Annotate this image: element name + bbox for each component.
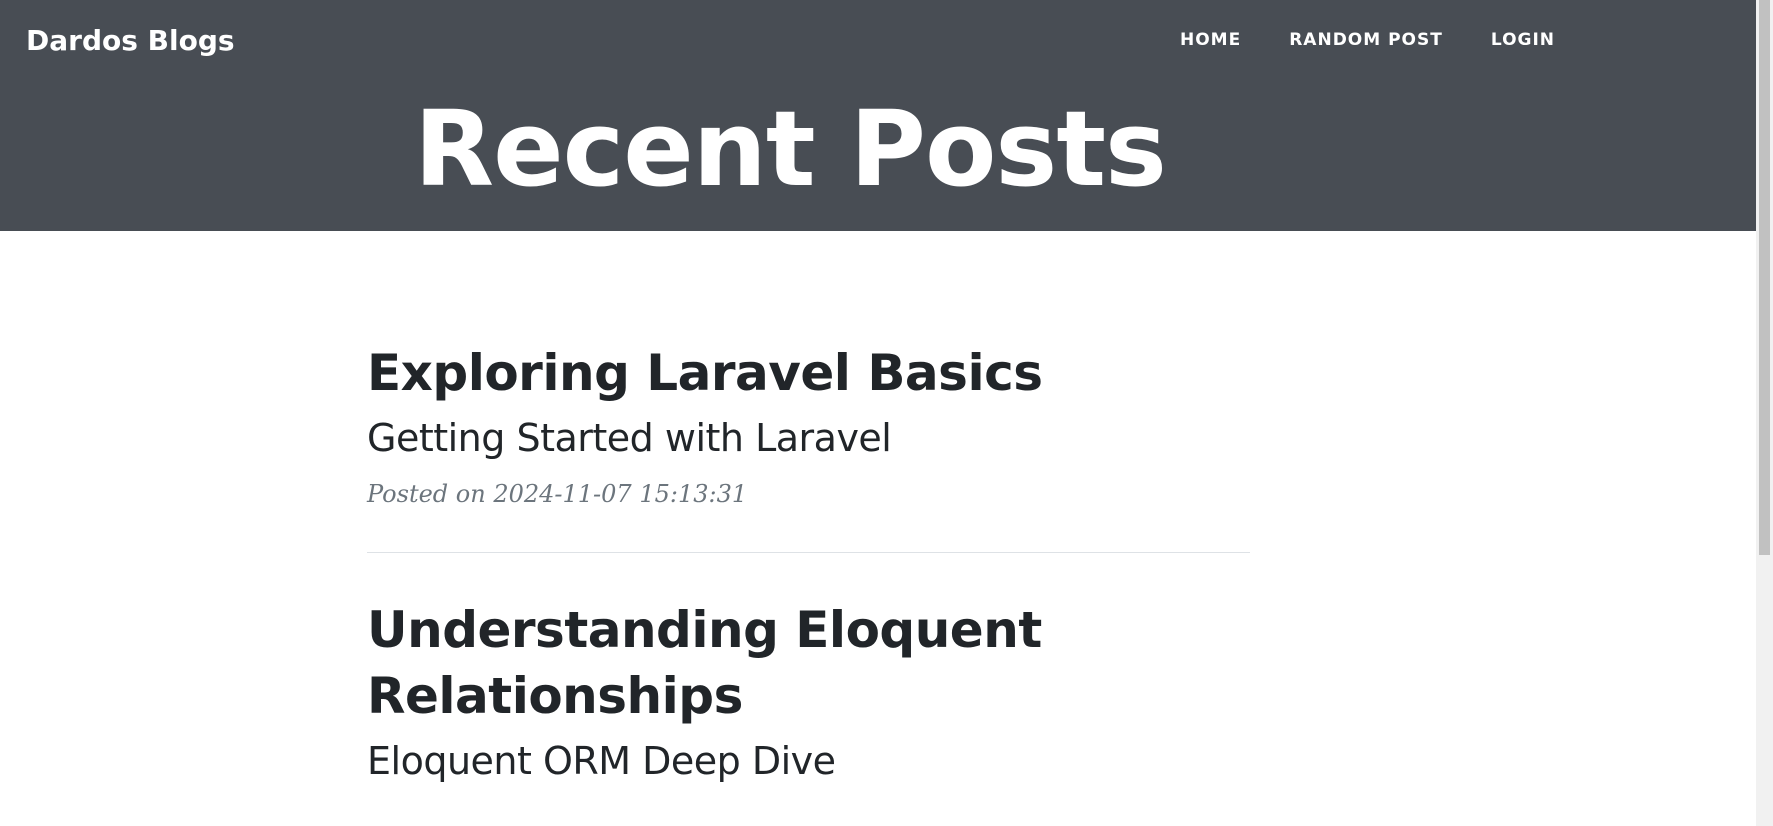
vertical-scrollbar[interactable] bbox=[1756, 0, 1773, 826]
post-meta: Posted on 2024-11-07 15:13:31 bbox=[367, 480, 748, 508]
post-list: Exploring Laravel Basics Getting Started… bbox=[367, 340, 1250, 787]
post-subtitle[interactable]: Getting Started with Laravel bbox=[367, 416, 892, 460]
post-subtitle[interactable]: Eloquent ORM Deep Dive bbox=[367, 739, 836, 783]
brand-link[interactable]: Dardos Blogs bbox=[26, 24, 235, 57]
nav-home-link[interactable]: HOME bbox=[1180, 30, 1242, 50]
page-title: Recent Posts bbox=[414, 88, 1167, 210]
nav-login-link[interactable]: LOGIN bbox=[1490, 30, 1556, 50]
post-title[interactable]: Understanding Eloquent Relationships bbox=[367, 601, 1042, 725]
post-title[interactable]: Exploring Laravel Basics bbox=[367, 344, 1043, 402]
post-preview[interactable]: Understanding Eloquent Relationships Elo… bbox=[367, 597, 1250, 787]
post-divider bbox=[367, 552, 1250, 553]
masthead: Dardos Blogs HOME RANDOM POST LOGIN Rece… bbox=[0, 0, 1756, 231]
scrollbar-thumb[interactable] bbox=[1759, 0, 1770, 555]
nav-random-post-link[interactable]: RANDOM POST bbox=[1289, 30, 1443, 50]
main-nav: HOME RANDOM POST LOGIN bbox=[1180, 28, 1603, 52]
post-preview[interactable]: Exploring Laravel Basics Getting Started… bbox=[367, 340, 1250, 510]
